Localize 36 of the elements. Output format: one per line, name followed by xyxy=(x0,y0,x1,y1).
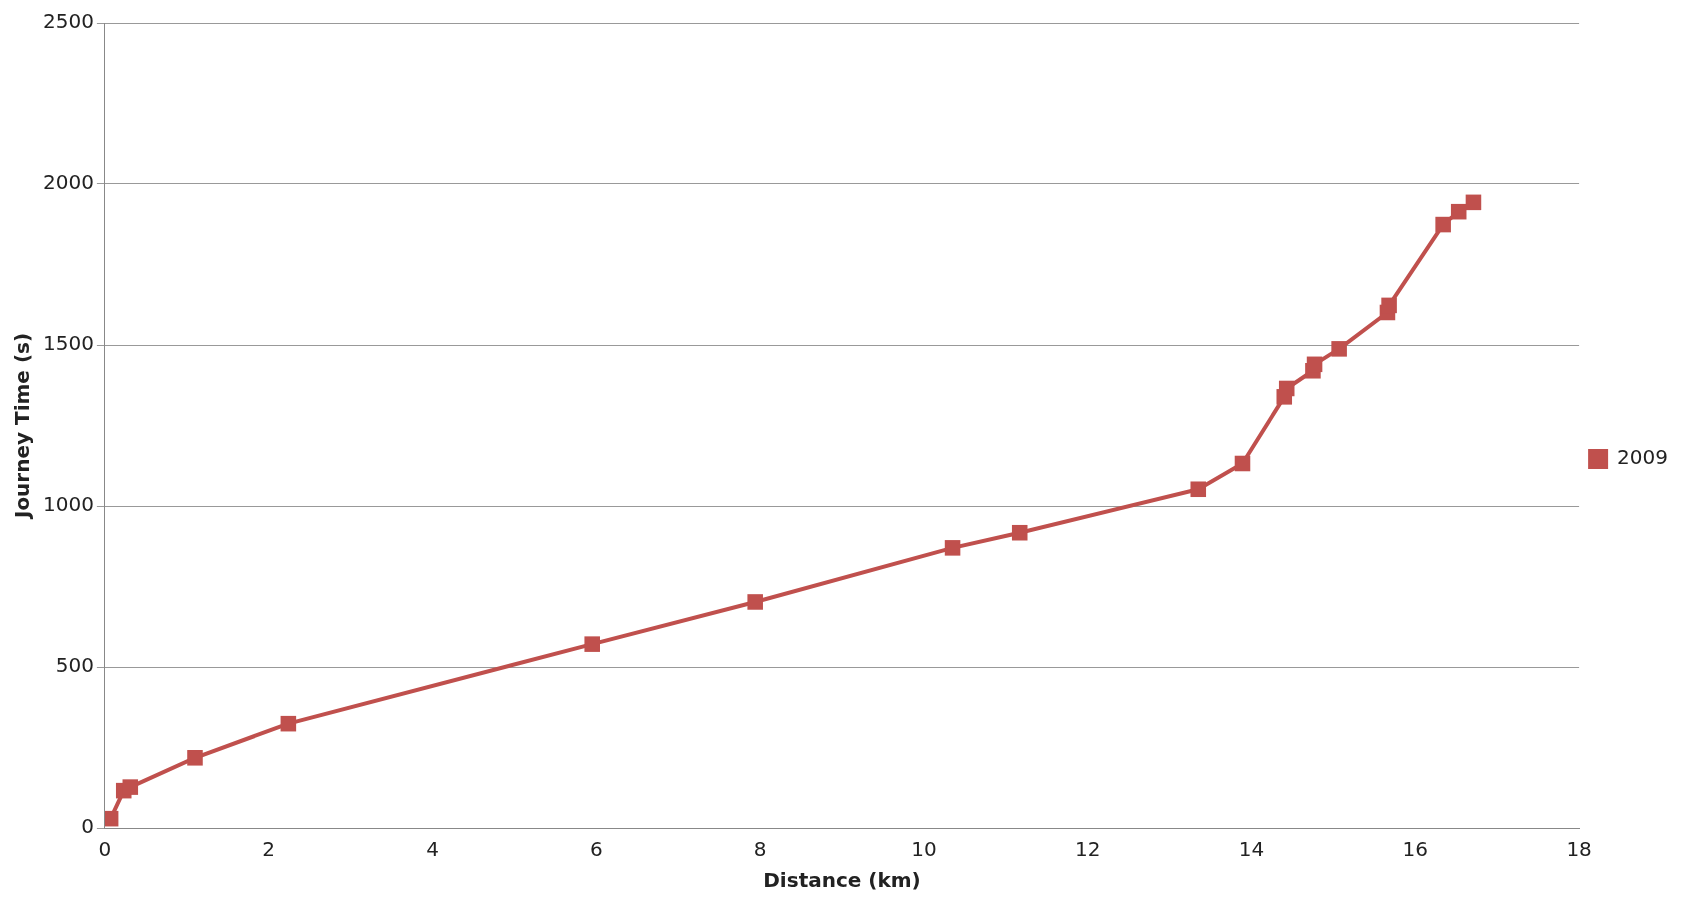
point xyxy=(1278,380,1295,397)
x-tick-label: 2 xyxy=(262,837,276,862)
y-tick-label: 2000 xyxy=(42,170,94,195)
point xyxy=(104,810,119,827)
point xyxy=(1190,481,1207,498)
x-tick-label: 16 xyxy=(1402,837,1429,862)
point xyxy=(1234,455,1251,472)
point xyxy=(1381,297,1397,314)
x-tick-label: 8 xyxy=(753,837,767,862)
x-tick-label: 18 xyxy=(1566,837,1592,862)
x-tick-label: 14 xyxy=(1238,837,1265,862)
point xyxy=(1306,356,1323,373)
x-axis-title: Distance (km) xyxy=(763,868,921,893)
x-tick-label: 0 xyxy=(98,837,112,862)
point xyxy=(747,594,763,610)
point xyxy=(187,750,203,766)
y-tick-label: 1500 xyxy=(42,331,94,356)
point xyxy=(1331,341,1347,357)
point xyxy=(1435,216,1451,233)
legend-label: 2009 xyxy=(1617,445,1669,470)
y-tick-label: 2500 xyxy=(42,9,94,34)
point xyxy=(1011,524,1028,541)
x-tick-label: 12 xyxy=(1074,837,1101,862)
point xyxy=(280,715,297,732)
point xyxy=(944,540,961,556)
y-tick-label: 0 xyxy=(81,814,94,839)
x-tick-label: 10 xyxy=(911,837,937,862)
point xyxy=(1465,194,1482,211)
point xyxy=(1450,203,1467,220)
x-tick-label: 4 xyxy=(426,837,439,862)
x-tick-label: 6 xyxy=(589,837,603,862)
point xyxy=(122,779,139,795)
point xyxy=(584,636,600,652)
y-tick-label: 500 xyxy=(55,653,94,678)
y-tick-label: 1000 xyxy=(42,492,94,517)
y-axis-title: Journey Time (s) xyxy=(10,332,35,521)
